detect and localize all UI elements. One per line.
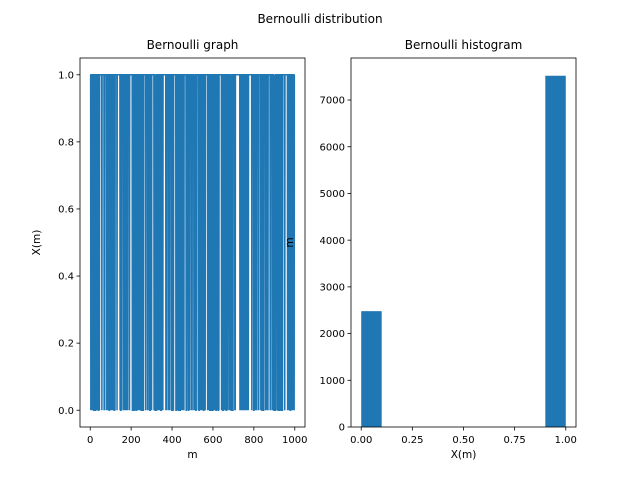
bernoulli-graph-title: Bernoulli graph xyxy=(147,38,239,52)
y-tick-label: 0.6 xyxy=(58,205,74,216)
bernoulli-histogram-frame xyxy=(350,57,577,428)
bernoulli-series-line xyxy=(89,74,296,411)
x-tick-label: 800 xyxy=(244,435,263,446)
bernoulli-graph-plot-area xyxy=(89,74,296,411)
x-tick-label: 0.75 xyxy=(504,435,526,446)
y-tick-label: 0.4 xyxy=(58,272,74,283)
y-tick-label: 5000 xyxy=(320,189,345,200)
bernoulli-histogram-title: Bernoulli histogram xyxy=(405,38,523,52)
y-tick-label: 0.0 xyxy=(58,406,74,417)
y-tick-label: 0 xyxy=(339,423,345,434)
y-tick-label: 3000 xyxy=(320,282,345,293)
bernoulli-graph-axes: 0 200 400 600 800 1000 0.0 0.2 0.4 0.6 0.8 1.0 Bern… xyxy=(31,38,307,461)
x-tick-label: 600 xyxy=(203,435,222,446)
y-tick-label: 0.2 xyxy=(58,339,74,350)
y-tick-label: 1000 xyxy=(320,376,345,387)
bernoulli-histogram-ylabel: m xyxy=(284,237,296,247)
histogram-bar-1 xyxy=(545,75,566,428)
bernoulli-histogram-ticks: 0.00 0.25 0.50 0.75 1.00 0 1000 2000 3000 4000 500… xyxy=(320,96,577,446)
x-tick-label: 400 xyxy=(162,435,181,446)
figure-suptitle: Bernoulli distribution xyxy=(257,12,382,26)
histogram-bar-0 xyxy=(361,311,382,427)
y-tick-label: 4000 xyxy=(320,236,345,247)
bernoulli-graph-ticks: 0 200 400 600 800 1000 0.0 0.2 0.4 0.6 0.8 1.0 xyxy=(58,70,307,446)
bernoulli-graph-xlabel: m xyxy=(187,449,197,461)
bernoulli-histogram-xlabel: X(m) xyxy=(451,449,477,461)
y-tick-label: 0.8 xyxy=(58,137,74,148)
bernoulli-histogram-axes: 0.00 0.25 0.50 0.75 1.00 0 1000 2000 3000 4000 500… xyxy=(284,38,577,461)
x-tick-label: 0.00 xyxy=(350,435,372,446)
x-tick-label: 0.50 xyxy=(452,435,474,446)
bernoulli-graph-frame xyxy=(79,57,306,428)
y-tick-label: 1.0 xyxy=(58,70,74,81)
y-tick-label: 7000 xyxy=(320,96,345,107)
x-tick-label: 1000 xyxy=(282,435,307,446)
y-tick-label: 6000 xyxy=(320,142,345,153)
x-tick-label: 1.00 xyxy=(555,435,577,446)
x-tick-label: 0.25 xyxy=(401,435,423,446)
y-tick-label: 2000 xyxy=(320,329,345,340)
bernoulli-histogram-plot-area xyxy=(361,75,566,428)
bernoulli-graph-ylabel: X(m) xyxy=(31,230,43,256)
x-tick-label: 200 xyxy=(122,435,141,446)
x-tick-label: 0 xyxy=(87,435,93,446)
